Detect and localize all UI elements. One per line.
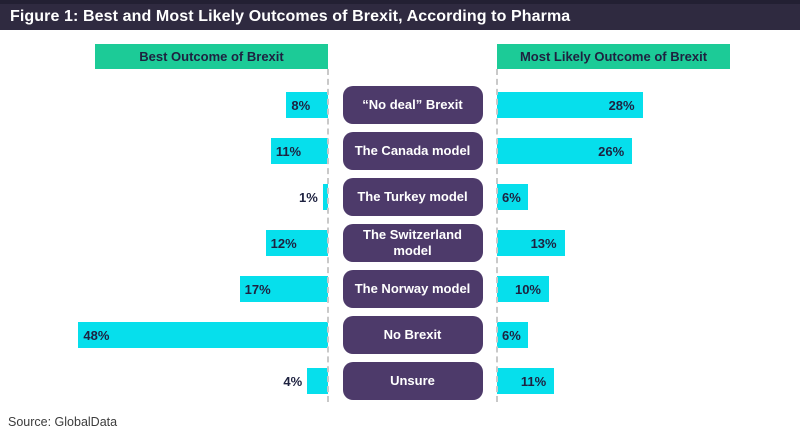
best-outcome-bar: 11% [270,138,328,164]
chart-row: 17% The Norway model 10% [70,266,790,312]
most-likely-bar: 6% [497,184,529,210]
best-outcome-value-label: 1% [299,189,318,205]
category-box: The Norway model [342,270,483,308]
figure-title-bar: Figure 1: Best and Most Likely Outcomes … [0,0,800,30]
best-outcome-cell: 4% [70,368,328,394]
most-likely-cell: 11% [497,368,790,394]
best-outcome-value-label: 12% [270,235,297,251]
figure-title: Figure 1: Best and Most Likely Outcomes … [10,8,571,25]
chart-row: 8% “No deal” Brexit 28% [70,82,790,128]
most-likely-bar: 10% [497,276,549,302]
best-outcome-bar: 17% [239,276,328,302]
best-outcome-cell: 8% [70,92,328,118]
left-axis-dashed-line [327,69,329,402]
right-axis-dashed-line [496,69,498,402]
most-likely-bar: 13% [497,230,565,256]
most-likely-bar: 11% [497,368,555,394]
most-likely-value-label: 26% [598,143,625,159]
best-outcome-cell: 17% [70,276,328,302]
category-box: No Brexit [342,316,483,354]
chart-row: 4% Unsure 11% [70,358,790,404]
most-likely-cell: 6% [497,322,790,348]
most-likely-cell: 28% [497,92,790,118]
best-outcome-value-label: 48% [83,327,110,343]
most-likely-value-label: 10% [514,281,541,297]
right-column-header: Most Likely Outcome of Brexit [497,44,730,69]
most-likely-value-label: 6% [502,189,521,205]
category-box: The Turkey model [342,178,483,216]
most-likely-bar: 26% [497,138,633,164]
best-outcome-bar: 48% [78,322,328,348]
best-outcome-value-label: 8% [291,97,311,113]
best-outcome-value-label: 17% [244,281,271,297]
column-headers: Best Outcome of Brexit Most Likely Outco… [70,44,800,69]
chart-plot-area: 8% “No deal” Brexit 28% 11% The Canada model… [70,69,790,404]
most-likely-bar: 28% [497,92,643,118]
best-outcome-bar: 12% [265,230,328,256]
chart-row: 12% The Switzerland model 13% [70,220,790,266]
most-likely-value-label: 28% [608,97,635,113]
chart-row: 11% The Canada model 26% [70,128,790,174]
most-likely-cell: 6% [497,184,790,210]
chart-row: 1% The Turkey model 6% [70,174,790,220]
best-outcome-bar: 8% [286,92,328,118]
most-likely-cell: 13% [497,230,790,256]
most-likely-cell: 26% [497,138,790,164]
left-column-header: Best Outcome of Brexit [95,44,328,69]
most-likely-cell: 10% [497,276,790,302]
best-outcome-cell: 1% [70,184,328,210]
best-outcome-value-label: 4% [283,373,303,389]
best-outcome-cell: 11% [70,138,328,164]
chart-row: 48% No Brexit 6% [70,312,790,358]
category-box: The Switzerland model [342,223,483,263]
best-outcome-bar [322,184,328,210]
best-outcome-cell: 48% [70,322,328,348]
best-outcome-bar [307,368,328,394]
category-box: Unsure [342,362,483,400]
most-likely-value-label: 13% [530,235,557,251]
most-likely-value-label: 6% [502,327,521,343]
best-outcome-cell: 12% [70,230,328,256]
most-likely-value-label: 11% [520,373,547,389]
most-likely-bar: 6% [497,322,529,348]
category-box: “No deal” Brexit [342,86,483,124]
best-outcome-value-label: 11% [275,143,302,159]
category-box: The Canada model [342,132,483,170]
source-note: Source: GlobalData [8,415,118,429]
